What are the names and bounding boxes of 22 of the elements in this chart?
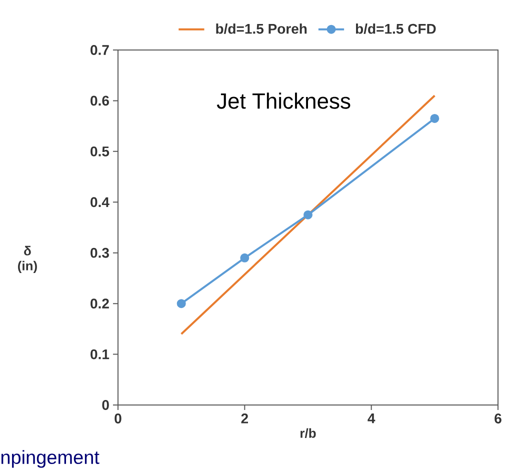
- x-tick-label: 4: [368, 414, 376, 424]
- y-tick-label: 0.2: [90, 298, 109, 309]
- x-tick-label: 2: [241, 414, 248, 424]
- legend-label: b/d=1.5 CFD: [356, 24, 436, 34]
- x-tick-label: 0: [114, 414, 122, 424]
- x-tick-label: 6: [494, 414, 502, 424]
- text: npingement: [1, 450, 100, 468]
- point: [176, 299, 186, 308]
- y-tick-label: 0.6: [90, 96, 109, 106]
- y-axis-title: δ (in): [18, 246, 37, 274]
- point: [304, 210, 313, 220]
- y-tick-label: 0.1: [90, 349, 110, 360]
- x-axis-title: r/b: [300, 428, 316, 438]
- y-tick-label: 0.4: [90, 197, 110, 208]
- y-tick-label: 0.5: [90, 146, 110, 156]
- point: [430, 114, 440, 123]
- y-tick-label: 0.7: [90, 45, 109, 55]
- point: [240, 253, 250, 262]
- legend-label: b/d=1.5 Poreh: [216, 24, 307, 34]
- y-tick-label: 0: [102, 400, 109, 410]
- annotation: Jet Thickness: [216, 92, 350, 109]
- y-tick-label: 0.3: [90, 248, 109, 258]
